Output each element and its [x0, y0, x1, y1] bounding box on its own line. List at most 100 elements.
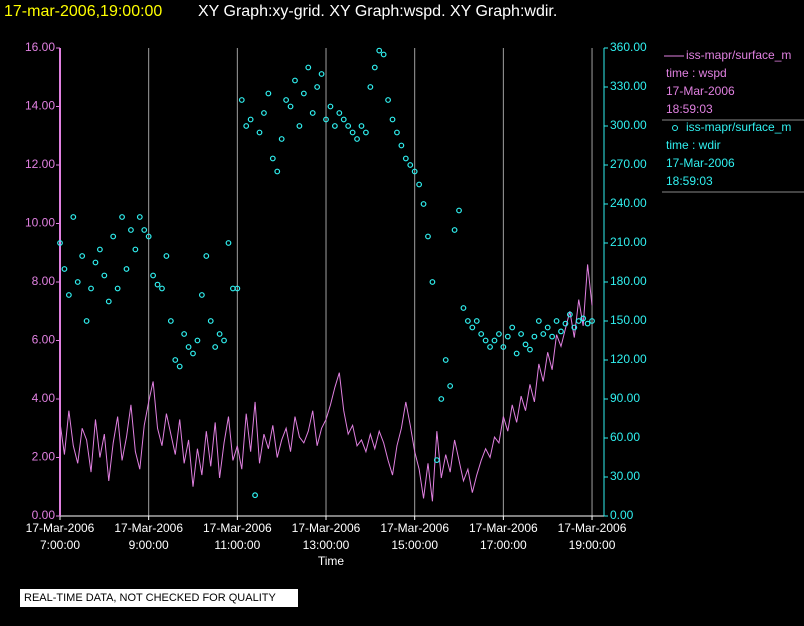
y-tick-label: 14.00 — [25, 99, 55, 113]
legend-name: iss-mapr/surface_m — [686, 48, 791, 62]
wdir-point — [225, 240, 232, 246]
wdir-point — [252, 492, 258, 499]
wdir-point — [473, 318, 480, 324]
wdir-point — [314, 84, 321, 90]
wdir-point — [141, 227, 148, 233]
wdir-point — [464, 318, 471, 324]
wdir-point — [287, 103, 294, 110]
wdir-point — [185, 344, 192, 350]
wdir-point — [150, 272, 157, 279]
wdir-point — [562, 320, 569, 327]
wdir-point — [438, 396, 445, 402]
wdir-point — [336, 110, 343, 116]
wdir-point — [425, 233, 431, 240]
footer: REAL-TIME DATA, NOT CHECKED FOR QUALITY — [24, 592, 276, 604]
x-tick-label: 17-Mar-2006 15:00:00 — [380, 521, 449, 552]
wdir-point — [469, 324, 476, 331]
wdir-point — [518, 331, 524, 337]
wdir-point — [407, 162, 414, 168]
wdir-point — [172, 357, 179, 363]
y-tick-label: 6.00 — [32, 333, 56, 347]
wdir-point — [549, 333, 556, 340]
legend-line-text: 17-Mar-2006 — [666, 156, 735, 170]
x-axis-label: Time — [318, 554, 345, 568]
wdir-point — [70, 214, 77, 220]
wdir-point — [79, 253, 86, 259]
wdir-point — [442, 357, 449, 363]
y2-tick-label: 90.00 — [610, 391, 640, 405]
y2-tick-label: 270.00 — [610, 157, 647, 171]
wdir-point — [163, 253, 170, 259]
wdir-point — [389, 116, 396, 123]
y-tick-label: 16.00 — [25, 40, 55, 54]
legend-line-text: time : wdir — [666, 138, 721, 152]
y2-tick-label: 120.00 — [610, 352, 647, 366]
y2-tick-label: 240.00 — [610, 196, 647, 210]
y2-tick-label: 30.00 — [610, 469, 640, 483]
wdir-point — [589, 318, 595, 324]
wdir-point — [416, 181, 423, 188]
wdir-point — [114, 285, 121, 292]
wdir-point — [203, 253, 210, 259]
x-tick-label: 17-Mar-2006 17:00:00 — [469, 521, 538, 552]
x-tick-label: 17-Mar-2006 9:00:00 — [114, 521, 183, 552]
y-tick-label: 12.00 — [25, 157, 55, 171]
wdir-point — [531, 333, 538, 340]
wdir-point — [487, 344, 493, 350]
wdir-point — [447, 383, 454, 389]
wdir-point — [238, 97, 245, 103]
wdir-point — [296, 123, 303, 129]
y2-tick-label: 210.00 — [610, 235, 647, 249]
y2-tick-label: 0.00 — [610, 508, 634, 522]
wdir-point — [283, 97, 290, 103]
wdir-point — [327, 103, 334, 110]
y2-tick-label: 150.00 — [610, 313, 647, 327]
wdir-point — [97, 246, 103, 253]
legend-line-text: time : wspd — [666, 66, 727, 80]
wdir-point — [110, 233, 117, 240]
wdir-point — [402, 155, 409, 162]
y-tick-label: 4.00 — [32, 391, 56, 405]
wdir-point — [128, 227, 134, 233]
x-tick-label: 17-Mar-2006 19:00:00 — [558, 521, 627, 552]
wdir-point — [309, 110, 316, 116]
wdir-point — [504, 333, 511, 340]
legend-marker — [672, 125, 678, 131]
wdir-point — [456, 207, 462, 214]
wdir-point — [318, 71, 325, 77]
wdir-point — [132, 246, 139, 253]
wdir-point — [349, 129, 356, 136]
wdir-point — [119, 214, 125, 220]
wdir-point — [527, 346, 533, 353]
wdir-point — [278, 136, 285, 142]
wdir-point — [269, 155, 276, 162]
y2-tick-label: 300.00 — [610, 118, 647, 132]
wdir-point — [451, 227, 458, 233]
y2-tick-label: 330.00 — [610, 79, 647, 93]
wdir-point — [354, 136, 360, 142]
wdir-point — [176, 363, 183, 370]
wdir-point — [509, 324, 516, 331]
wdir-point — [398, 142, 405, 149]
wdir-point — [496, 331, 502, 337]
x-tick-label: 17-Mar-2006 7:00:00 — [26, 521, 95, 552]
wdir-point — [136, 214, 143, 220]
wdir-point — [540, 331, 547, 337]
wdir-point — [234, 285, 241, 292]
wdir-point — [420, 201, 427, 207]
wdir-point — [358, 123, 365, 129]
wdir-point — [292, 77, 298, 84]
wdir-point — [88, 285, 94, 292]
wdir-point — [207, 318, 214, 324]
wdir-point — [74, 279, 81, 285]
wdir-point — [65, 292, 72, 298]
wdir-point — [553, 318, 560, 324]
wdir-point — [544, 324, 551, 331]
wdir-point — [198, 292, 205, 298]
wdir-point — [482, 337, 489, 344]
y-tick-label: 2.00 — [32, 450, 56, 464]
x-tick-label: 17-Mar-2006 11:00:00 — [203, 521, 272, 552]
wdir-point — [243, 123, 250, 129]
wdir-point — [154, 281, 161, 288]
